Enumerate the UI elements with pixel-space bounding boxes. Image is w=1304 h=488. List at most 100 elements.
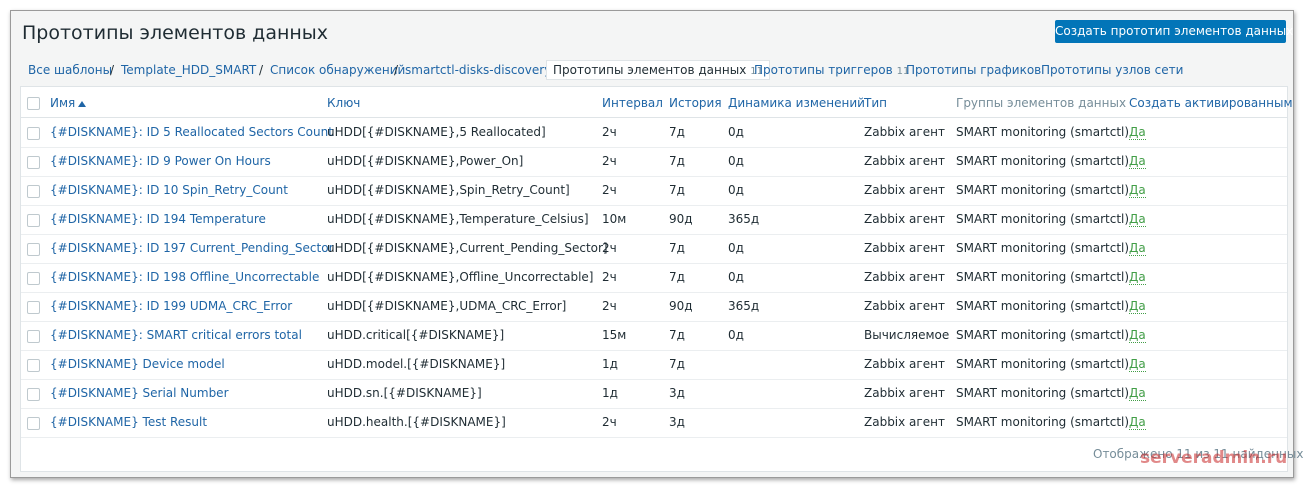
column-header: Группы элементов данных	[956, 96, 1127, 110]
column-header[interactable]: Создать активированным	[1129, 96, 1293, 110]
interval: 2ч	[602, 125, 617, 139]
column-header[interactable]: Ключ	[327, 96, 361, 110]
history: 3д	[669, 415, 685, 429]
item-name[interactable]: {#DISKNAME}: ID 5 Reallocated Sectors Co…	[50, 125, 333, 139]
item-type: Zabbix агент	[864, 241, 945, 255]
tab-label: Прототипы графиков	[906, 63, 1042, 77]
item-group: SMART monitoring (smartctl)	[956, 270, 1130, 284]
tab-count: 11	[750, 66, 764, 77]
tab-active[interactable]: Прототипы элементов данных 11	[546, 60, 771, 80]
trends: 0д	[728, 154, 744, 168]
trends: 365д	[728, 299, 760, 313]
column-header[interactable]: Интервал	[602, 96, 663, 110]
page-title: Прототипы элементов данных	[22, 22, 329, 44]
row-checkbox[interactable]	[27, 388, 40, 401]
row-checkbox[interactable]	[27, 330, 40, 343]
history: 7д	[669, 241, 685, 255]
tab-label: Прототипы узлов сети	[1041, 63, 1184, 77]
tab-count: 11	[896, 66, 910, 77]
item-name[interactable]: {#DISKNAME} Device model	[50, 357, 225, 371]
interval: 2ч	[602, 270, 617, 284]
item-name[interactable]: {#DISKNAME}: SMART critical errors total	[50, 328, 302, 342]
row-separator	[21, 321, 1287, 322]
history: 90д	[669, 212, 693, 226]
item-group: SMART monitoring (smartctl)	[956, 386, 1130, 400]
row-separator	[21, 379, 1287, 380]
item-type: Zabbix агент	[864, 386, 945, 400]
item-type: Zabbix агент	[864, 125, 945, 139]
status[interactable]: Да	[1129, 299, 1146, 314]
status[interactable]: Да	[1129, 212, 1146, 227]
history: 7д	[669, 125, 685, 139]
column-header[interactable]: Тип	[864, 96, 887, 110]
header-checkbox[interactable]	[27, 97, 40, 110]
column-header[interactable]: Имя	[50, 96, 87, 110]
row-checkbox[interactable]	[27, 214, 40, 227]
item-group: SMART monitoring (smartctl)	[956, 357, 1130, 371]
item-name[interactable]: {#DISKNAME}: ID 9 Power On Hours	[50, 154, 271, 168]
item-type: Zabbix агент	[864, 415, 945, 429]
item-name[interactable]: {#DISKNAME}: ID 198 Offline_Uncorrectabl…	[50, 270, 320, 284]
item-name[interactable]: {#DISKNAME}: ID 194 Temperature	[50, 212, 266, 226]
row-checkbox[interactable]	[27, 243, 40, 256]
row-checkbox[interactable]	[27, 301, 40, 314]
row-separator	[21, 205, 1287, 206]
status[interactable]: Да	[1129, 125, 1146, 140]
row-separator	[21, 147, 1287, 148]
interval: 2ч	[602, 241, 617, 255]
item-group: SMART monitoring (smartctl)	[956, 415, 1130, 429]
item-name[interactable]: {#DISKNAME}: ID 199 UDMA_CRC_Error	[50, 299, 293, 313]
history: 90д	[669, 299, 693, 313]
item-name[interactable]: {#DISKNAME}: ID 10 Spin_Retry_Count	[50, 183, 288, 197]
row-checkbox[interactable]	[27, 156, 40, 169]
row-checkbox[interactable]	[27, 185, 40, 198]
row-checkbox[interactable]	[27, 127, 40, 140]
sort-arrow	[78, 101, 87, 107]
tab[interactable]: Прототипы триггеров 11	[754, 63, 909, 77]
tab[interactable]: Прототипы узлов сети	[1041, 63, 1183, 77]
status[interactable]: Да	[1129, 183, 1146, 198]
status[interactable]: Да	[1129, 241, 1146, 256]
item-key: uHDD.critical[{#DISKNAME}]	[327, 328, 505, 342]
history: 7д	[669, 270, 685, 284]
breadcrumb-link[interactable]: Список обнаружений	[270, 63, 406, 77]
item-key: uHDD[{#DISKNAME},Offline_Uncorrectable]	[327, 270, 594, 284]
interval: 10м	[602, 212, 627, 226]
status[interactable]: Да	[1129, 415, 1146, 430]
tab[interactable]: Прототипы графиков	[906, 63, 1041, 77]
table-panel	[20, 86, 1288, 472]
item-group: SMART monitoring (smartctl)	[956, 154, 1130, 168]
interval: 2ч	[602, 299, 617, 313]
status[interactable]: Да	[1129, 386, 1146, 401]
item-type: Zabbix агент	[864, 357, 945, 371]
history: 7д	[669, 183, 685, 197]
status[interactable]: Да	[1129, 328, 1146, 343]
status[interactable]: Да	[1129, 154, 1146, 169]
row-separator	[21, 263, 1287, 264]
trends: 0д	[728, 183, 744, 197]
create-button[interactable]: Создать прототип элементов данных	[1055, 20, 1293, 43]
item-key: uHDD[{#DISKNAME},Current_Pending_Sector]	[327, 241, 608, 255]
item-name[interactable]: {#DISKNAME} Serial Number	[50, 386, 229, 400]
column-header[interactable]: История	[669, 96, 722, 110]
trends: 365д	[728, 212, 760, 226]
status[interactable]: Да	[1129, 357, 1146, 372]
item-name[interactable]: {#DISKNAME}: ID 197 Current_Pending_Sect…	[50, 241, 334, 255]
row-separator	[21, 234, 1287, 235]
tab-label: Прототипы триггеров	[754, 63, 893, 77]
trends: 0д	[728, 125, 744, 139]
trends: 0д	[728, 328, 744, 342]
item-key: uHDD[{#DISKNAME},Spin_Retry_Count]	[327, 183, 570, 197]
breadcrumb-link[interactable]: smartctl-disks-discovery	[405, 63, 552, 77]
item-name[interactable]: {#DISKNAME} Test Result	[50, 415, 208, 429]
row-checkbox[interactable]	[27, 272, 40, 285]
breadcrumb-link[interactable]: Template_HDD_SMART	[121, 63, 257, 77]
breadcrumb-link[interactable]: Все шаблоны	[28, 63, 113, 77]
row-checkbox[interactable]	[27, 417, 40, 430]
row-checkbox[interactable]	[27, 359, 40, 372]
status[interactable]: Да	[1129, 270, 1146, 285]
interval: 2ч	[602, 415, 617, 429]
item-key: uHDD.sn.[{#DISKNAME}]	[327, 386, 482, 400]
column-header[interactable]: Динамика изменений	[728, 96, 865, 110]
interval: 15м	[602, 328, 627, 342]
